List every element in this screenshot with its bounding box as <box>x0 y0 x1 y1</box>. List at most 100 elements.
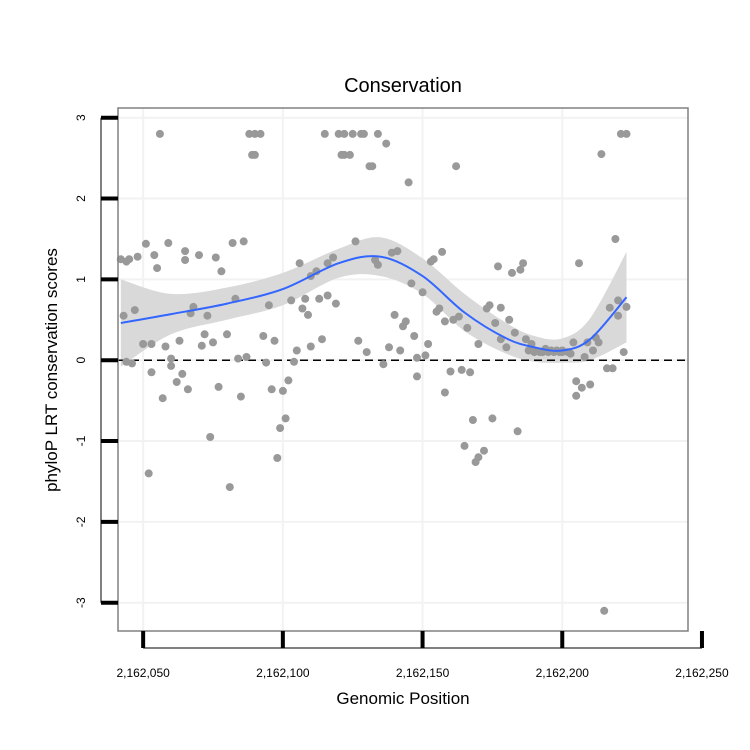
data-point <box>147 368 156 377</box>
data-point <box>508 268 516 277</box>
data-point <box>608 364 617 373</box>
data-point <box>211 253 220 262</box>
x-tick-label: 2,162,200 <box>536 666 590 680</box>
data-point <box>139 340 148 348</box>
data-point <box>468 416 477 424</box>
data-point <box>362 348 371 357</box>
data-point <box>175 336 184 345</box>
data-point <box>446 367 455 376</box>
data-point <box>496 303 505 312</box>
data-point <box>494 262 502 271</box>
data-point <box>262 358 271 367</box>
data-point <box>259 332 268 340</box>
data-point <box>217 267 226 276</box>
plot-panel <box>118 108 688 631</box>
data-point <box>410 332 419 340</box>
y-tick-label: 3 <box>74 114 88 121</box>
x-tick-label: 2,162,250 <box>675 666 729 680</box>
data-point <box>281 414 290 423</box>
x-axis-title: Genomic Position <box>336 689 469 708</box>
data-point <box>351 237 360 246</box>
plot-frame <box>117 107 689 632</box>
data-point <box>270 336 279 345</box>
data-point <box>622 129 631 138</box>
data-point <box>452 162 461 171</box>
data-point <box>250 150 259 159</box>
data-point <box>161 342 170 351</box>
data-point <box>460 441 469 450</box>
data-points <box>116 129 631 615</box>
data-point <box>147 340 156 348</box>
grid-lines <box>118 108 688 631</box>
data-point <box>485 301 494 310</box>
data-point <box>491 319 500 327</box>
data-point <box>421 351 430 360</box>
data-point <box>167 354 176 363</box>
data-point <box>622 302 631 311</box>
data-point <box>382 139 391 148</box>
data-point <box>298 304 307 313</box>
data-point <box>197 341 206 350</box>
data-point <box>315 294 324 303</box>
data-point <box>418 288 427 297</box>
y-tick-label: 0 <box>74 357 88 364</box>
data-point <box>396 346 405 355</box>
data-point <box>125 255 134 264</box>
data-point <box>619 348 628 357</box>
y-tick-label: -1 <box>74 435 88 446</box>
data-point <box>404 178 413 187</box>
data-point <box>128 359 136 368</box>
data-point <box>597 150 606 159</box>
data-point <box>223 330 231 339</box>
data-point <box>181 247 190 256</box>
data-point <box>393 247 402 256</box>
data-point <box>572 391 581 400</box>
data-point <box>242 353 251 361</box>
data-point <box>340 150 349 159</box>
data-point <box>474 453 483 462</box>
data-point <box>155 129 164 138</box>
data-point <box>304 310 312 319</box>
data-point <box>273 454 282 462</box>
data-point <box>466 368 475 377</box>
data-point <box>287 296 296 305</box>
data-point <box>214 382 223 391</box>
data-point <box>320 129 329 138</box>
data-point <box>209 338 217 347</box>
data-point <box>390 310 399 319</box>
smooth-line <box>120 255 628 352</box>
data-point <box>329 253 338 262</box>
data-point <box>236 392 245 401</box>
data-point <box>474 340 483 348</box>
data-point <box>463 323 472 332</box>
data-point <box>130 306 139 315</box>
data-point <box>264 301 273 310</box>
data-point <box>228 239 237 247</box>
data-point <box>183 385 192 394</box>
data-point <box>203 311 212 320</box>
data-point <box>267 385 276 394</box>
data-point <box>435 304 444 313</box>
data-point <box>239 237 248 246</box>
data-point <box>429 255 438 264</box>
data-point <box>572 377 581 386</box>
data-point <box>513 427 522 436</box>
data-point <box>401 317 410 326</box>
data-point <box>164 239 173 247</box>
data-point <box>440 388 449 397</box>
data-point <box>385 343 393 352</box>
data-point <box>589 346 597 355</box>
data-point <box>348 129 357 138</box>
data-point <box>284 376 293 385</box>
data-point <box>577 383 586 392</box>
data-point <box>424 340 433 348</box>
data-point <box>457 365 466 374</box>
data-point <box>580 353 589 361</box>
data-point <box>373 260 382 269</box>
data-point <box>256 129 265 138</box>
data-point <box>438 247 447 256</box>
data-point <box>206 433 215 441</box>
y-tick-label: 2 <box>74 195 88 202</box>
data-point <box>158 394 167 403</box>
data-point <box>354 336 363 345</box>
